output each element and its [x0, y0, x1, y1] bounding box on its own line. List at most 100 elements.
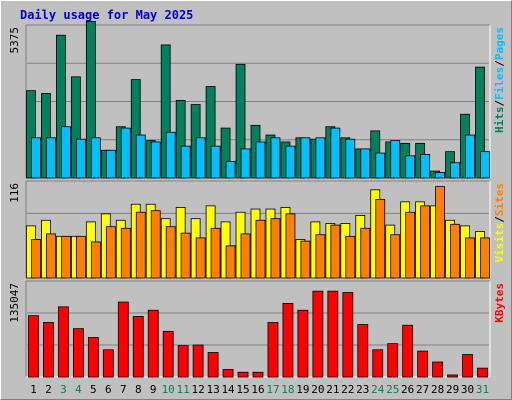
legend-entry: Sites: [493, 183, 506, 216]
bar-hits-day-10: [160, 44, 171, 179]
bar-files-day-10: [165, 131, 176, 179]
day-label: 23: [356, 383, 369, 396]
bar-files-day-2: [46, 137, 56, 179]
day-label: 2: [45, 383, 52, 396]
bar-kbytes-day-22: [342, 292, 354, 378]
bar-kbytes-day-15: [237, 371, 249, 378]
legend-entry: /: [493, 100, 506, 107]
bar-files-day-13: [210, 145, 221, 179]
bar-sites-day-6: [105, 226, 116, 279]
bar-hits-day-15: [235, 63, 246, 179]
day-label: 7: [120, 383, 127, 396]
bar-sites-day-8: [135, 211, 146, 279]
bar-hits-day-8: [130, 79, 141, 179]
bar-hits-day-14: [220, 127, 231, 179]
bar-sites-day-3: [61, 235, 71, 279]
bar-kbytes-day-8: [132, 315, 144, 378]
bar-files-day-20: [315, 137, 326, 179]
day-label: 19: [296, 383, 309, 396]
day-label: 21: [326, 383, 339, 396]
bar-sites-day-25: [390, 234, 401, 279]
bar-hits-day-5: [85, 20, 96, 179]
legend-entry: /: [493, 216, 506, 223]
day-label: 4: [75, 383, 82, 396]
bar-hits-day-4: [70, 76, 81, 179]
bar-kbytes-day-6: [102, 349, 114, 378]
bar-hits-day-1: [26, 90, 36, 179]
day-label: 11: [177, 383, 190, 396]
day-label: 17: [266, 383, 279, 396]
bar-kbytes-day-29: [447, 374, 458, 378]
bar-kbytes-day-20: [312, 290, 324, 378]
bar-files-day-11: [180, 145, 191, 179]
bar-sites-day-28: [435, 186, 446, 279]
day-label: 15: [236, 383, 249, 396]
day-label: 18: [281, 383, 294, 396]
bar-kbytes-day-10: [162, 330, 174, 378]
bar-kbytes-day-11: [177, 345, 189, 378]
bar-files-day-22: [345, 138, 356, 179]
chart-title: Daily usage for May 2025: [20, 8, 193, 22]
bar-kbytes-day-9: [147, 309, 159, 378]
bar-kbytes-day-27: [417, 350, 429, 378]
bar-files-day-19: [300, 137, 311, 179]
bar-sites-day-7: [120, 227, 131, 279]
bar-sites-day-19: [300, 240, 311, 279]
bar-files-day-4: [75, 138, 86, 179]
bar-files-day-1: [31, 137, 41, 179]
bar-sites-day-4: [75, 235, 86, 279]
day-label: 8: [135, 383, 142, 396]
day-label: 20: [311, 383, 324, 396]
day-label: 26: [401, 383, 414, 396]
bar-sites-day-12: [195, 237, 206, 279]
bar-hits-day-2: [41, 93, 51, 179]
bar-sites-day-20: [315, 234, 326, 279]
legend-entry: Files: [493, 67, 506, 100]
bar-kbytes-day-1: [28, 315, 39, 378]
bar-kbytes-day-2: [43, 322, 54, 378]
bar-hits-day-31: [475, 66, 485, 179]
bar-sites-day-14: [225, 245, 236, 279]
bar-kbytes-day-16: [252, 371, 264, 378]
bar-kbytes-day-7: [117, 301, 129, 378]
legend-entry: KBytes: [493, 283, 506, 323]
legend-entry: Hits: [493, 107, 506, 134]
day-label: 12: [192, 383, 205, 396]
bar-files-day-15: [240, 148, 251, 179]
legend-entry: Pages: [493, 27, 506, 60]
bar-sites-day-26: [405, 211, 416, 279]
bar-files-day-30: [465, 134, 475, 179]
day-label: 9: [150, 383, 157, 396]
bar-kbytes-day-18: [282, 303, 294, 378]
bar-kbytes-day-21: [327, 290, 339, 378]
day-label: 1: [30, 383, 37, 396]
day-label: 10: [162, 383, 175, 396]
legend-entry: /: [493, 60, 506, 67]
day-label: 27: [416, 383, 429, 396]
bar-kbytes-day-19: [297, 309, 309, 378]
day-label: 25: [386, 383, 399, 396]
bar-kbytes-day-13: [207, 352, 219, 378]
bar-kbytes-day-31: [477, 367, 488, 378]
panel-2-max-label: 116: [8, 183, 21, 203]
day-label: 5: [90, 383, 97, 396]
panel-3-max-label: 135047: [8, 283, 21, 323]
bar-sites-day-29: [450, 223, 460, 279]
bar-hits-day-11: [175, 99, 186, 179]
legend-entry: Visits: [493, 223, 506, 263]
bar-files-day-8: [135, 134, 146, 179]
bar-sites-day-13: [210, 227, 221, 279]
bar-sites-day-16: [255, 219, 266, 279]
bar-files-day-31: [480, 151, 490, 179]
bar-files-day-16: [255, 141, 266, 179]
bar-sites-day-22: [345, 235, 356, 279]
bar-files-day-23: [360, 148, 371, 179]
day-label: 30: [461, 383, 474, 396]
bar-files-day-3: [61, 126, 71, 179]
bar-sites-day-9: [150, 210, 161, 279]
bar-kbytes-day-3: [58, 306, 69, 378]
bar-sites-day-23: [360, 227, 371, 279]
bar-files-day-18: [285, 145, 296, 179]
panel-1-max-label: 5375: [8, 27, 21, 54]
bar-files-day-26: [405, 155, 416, 179]
